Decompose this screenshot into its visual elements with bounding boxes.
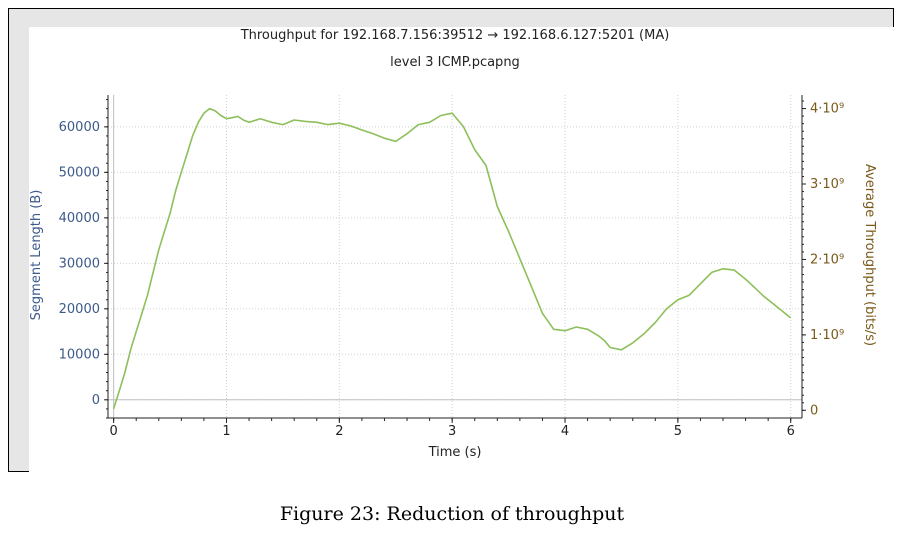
throughput-series-line xyxy=(112,107,792,410)
tick-labels: 0 1 2 3 4 5 6010000200003000040000500006000001… xyxy=(59,102,845,439)
y2-tick-label: 1·10⁹ xyxy=(810,328,844,343)
y-tick-label: 60000 xyxy=(59,120,100,135)
y-tick-label: 20000 xyxy=(59,302,100,317)
y-tick-label: 0 xyxy=(92,393,100,408)
axes xyxy=(104,95,806,423)
x-tick-label: 3 xyxy=(448,424,456,439)
y2-tick-label: 2·10⁹ xyxy=(810,252,844,267)
x-tick-label: 2 xyxy=(335,424,343,439)
y2-tick-label: 0 xyxy=(810,403,818,418)
figure-frame xyxy=(8,8,899,475)
x-tick-label: 4 xyxy=(561,424,569,439)
x-tick-label: 1 xyxy=(222,424,230,439)
y-axis-title: Segment Length (B) xyxy=(29,190,44,321)
x-tick-label: 0 xyxy=(110,424,118,439)
y-tick-label: 40000 xyxy=(59,211,100,226)
chart-subtitle: level 3 ICMP.pcapng xyxy=(390,55,520,70)
y-tick-label: 50000 xyxy=(59,165,100,180)
x-axis-title: Time (s) xyxy=(428,445,482,460)
x-tick-label: 5 xyxy=(674,424,682,439)
y-tick-label: 10000 xyxy=(59,347,100,362)
figure-caption: Figure 23: Reduction of throughput xyxy=(279,503,625,525)
y2-tick-label: 3·10⁹ xyxy=(810,177,844,192)
grid xyxy=(108,95,802,418)
chart-panel xyxy=(29,27,899,475)
y2-tick-label: 4·10⁹ xyxy=(810,102,844,117)
chart-title: Throughput for 192.168.7.156:39512 → 192… xyxy=(240,28,670,43)
y2-axis-title: Average Throughput (bits/s) xyxy=(862,164,877,346)
y-tick-label: 30000 xyxy=(59,256,100,271)
series-layer xyxy=(112,107,792,410)
x-tick-label: 6 xyxy=(787,424,795,439)
